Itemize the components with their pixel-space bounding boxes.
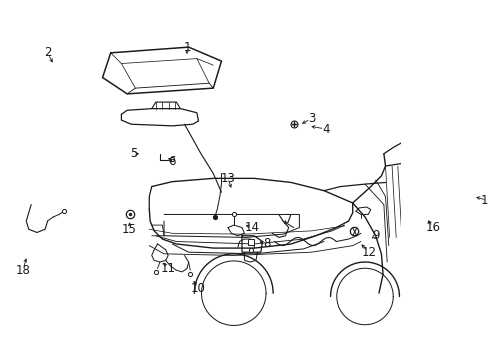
Text: 7: 7 [285,213,292,226]
Text: 1: 1 [183,41,190,54]
Text: 4: 4 [322,123,329,136]
Text: 2: 2 [44,46,51,59]
Text: 13: 13 [220,172,235,185]
Text: 6: 6 [168,156,176,168]
Text: 10: 10 [191,282,205,295]
Text: 17: 17 [480,194,488,207]
Text: 16: 16 [425,221,440,234]
Text: 3: 3 [307,112,315,125]
Text: 15: 15 [122,223,137,236]
Text: 12: 12 [361,246,376,259]
Text: 11: 11 [161,262,175,275]
Text: 5: 5 [130,147,137,160]
Text: 8: 8 [263,238,270,251]
Text: 14: 14 [244,221,260,234]
Text: 18: 18 [16,264,30,277]
Text: 9: 9 [371,229,379,242]
